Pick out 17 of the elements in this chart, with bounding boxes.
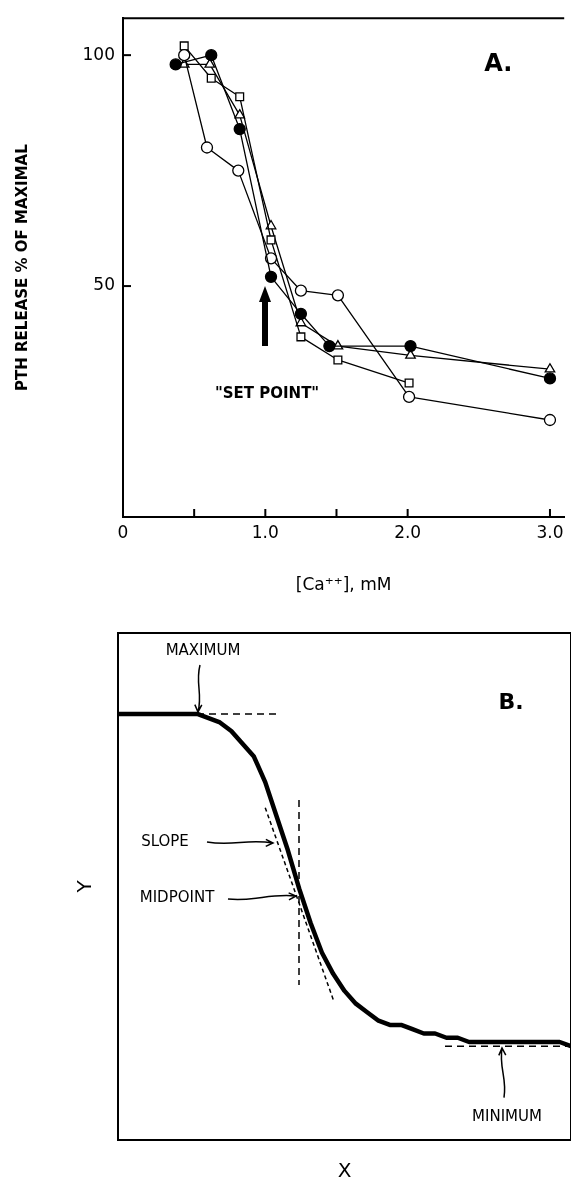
x-tick-label: 0 <box>117 521 129 542</box>
ref-line-label: MINIMUM <box>472 1106 542 1125</box>
y-axis-title: Y <box>72 879 97 894</box>
annotation: SLOPE <box>141 831 189 850</box>
annotation: "SET POINT" <box>214 383 320 402</box>
y-tick-label: 50 <box>93 274 115 295</box>
x-axis-title: [Ca⁺⁺], mM <box>295 574 392 595</box>
y-tick-label: 100 <box>82 43 115 64</box>
x-tick-label: 2.0 <box>394 521 422 542</box>
x-axis-title: X <box>337 1158 352 1183</box>
text: A. <box>484 49 513 78</box>
ref-line-label: MAXIMUM <box>165 640 241 659</box>
x-tick-label: 3.0 <box>536 521 564 542</box>
y-axis-title: PTH RELEASE % OF MAXIMAL <box>12 143 31 391</box>
chart-title: B. <box>498 688 524 714</box>
x-tick-label: 1.0 <box>251 521 279 542</box>
annotation: MIDPOINT <box>139 887 216 906</box>
